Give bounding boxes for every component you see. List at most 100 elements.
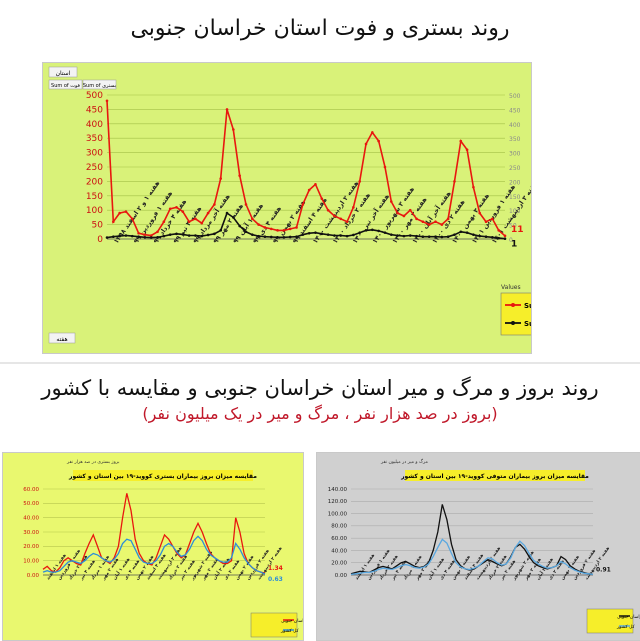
data-point [478, 234, 482, 238]
data-point [371, 131, 374, 134]
data-point [232, 216, 235, 219]
y2-tick-label: 200 [509, 179, 521, 186]
y-tick-label: 250 [86, 163, 103, 173]
data-point [358, 231, 361, 234]
data-point [251, 217, 254, 221]
data-point [225, 211, 229, 215]
data-point [206, 233, 210, 237]
y-tick-label: 60.00 [23, 487, 39, 493]
y-tick-label: 300 [86, 149, 103, 159]
y-tick-label: 20.00 [23, 544, 39, 550]
data-point [352, 233, 355, 237]
data-point [307, 188, 311, 192]
data-point [377, 139, 380, 143]
data-point [383, 165, 387, 169]
data-point [124, 234, 128, 237]
data-point [314, 231, 317, 234]
data-point [415, 234, 418, 238]
week-button [48, 332, 76, 344]
data-point [364, 229, 368, 232]
data-point [396, 211, 399, 215]
y2-tick-label: 500 [509, 93, 521, 100]
data-point [472, 233, 475, 236]
series-line-0 [106, 100, 506, 237]
section-divider [0, 362, 640, 364]
y2-tick-label: 150 [509, 194, 521, 201]
legend-box [250, 612, 298, 638]
data-point [130, 234, 134, 238]
data-point [427, 235, 431, 238]
chart-title: مقایسه میزان بروز بیماران بستری کووید-۱۹… [68, 473, 257, 480]
data-point [314, 182, 317, 186]
data-point [352, 206, 355, 209]
data-point [187, 234, 191, 237]
legend-label: خراسان جنوبی [617, 615, 640, 620]
y2-tick-label: 50 [509, 223, 517, 230]
y-tick-label: 500 [86, 91, 103, 101]
data-point [364, 142, 368, 146]
y-tick-label: 200 [86, 177, 103, 187]
data-point [149, 234, 153, 237]
data-point [168, 207, 172, 211]
data-point [484, 220, 488, 224]
end-label: 0.63 [268, 576, 283, 583]
field-button [48, 79, 83, 90]
data-point [446, 235, 450, 238]
data-point [434, 220, 437, 224]
data-point [232, 128, 235, 131]
data-point [288, 235, 292, 239]
y-tick-label: 40.00 [331, 548, 347, 554]
incidence-chart-svg: بروز بستری در صد هزار نفر مقایسه میزان بر… [23, 460, 303, 638]
data-point [112, 235, 115, 238]
end-label: 0.91 [596, 566, 611, 573]
data-point [459, 230, 463, 234]
filter-button [48, 66, 78, 78]
corner-label: مرگ و میر در میلیون نفر [380, 459, 429, 465]
data-point [118, 234, 121, 238]
y-tick-label: 10.00 [23, 559, 39, 565]
data-point [497, 229, 500, 232]
data-point [187, 220, 191, 224]
legend-box [586, 608, 634, 634]
data-point [465, 231, 469, 234]
data-point [421, 235, 425, 238]
data-point [453, 233, 456, 236]
data-point [162, 234, 166, 238]
data-point [491, 217, 494, 221]
hospitalization-death-chart: 0 0 50 50 100 100 150 150 200 200 250 250 300 300 350 3… [42, 62, 532, 354]
data-point [503, 234, 507, 238]
data-point [301, 233, 305, 236]
data-point [295, 235, 298, 238]
y-tick-label: 20.00 [331, 561, 347, 567]
data-point [269, 227, 273, 231]
data-point [143, 233, 147, 236]
y-tick-label: 100.00 [328, 511, 348, 517]
legend-label: Sum of فوت [524, 320, 531, 328]
y-tick-label: 60.00 [331, 536, 347, 542]
data-point [288, 227, 292, 231]
field-button [82, 79, 117, 90]
data-point [219, 229, 223, 232]
data-point [497, 236, 500, 240]
y-tick-label: 140.00 [328, 487, 348, 493]
data-point [194, 234, 197, 237]
data-point [326, 208, 330, 212]
data-point [371, 228, 374, 232]
data-point [257, 223, 260, 226]
data-point [453, 180, 456, 183]
data-point [263, 235, 267, 238]
data-point [200, 221, 204, 225]
data-point [472, 185, 475, 189]
y-tick-label: 0 [97, 235, 103, 245]
data-point [377, 229, 380, 233]
y-tick-label: 0.00 [27, 573, 40, 579]
data-point [402, 214, 406, 218]
data-point [295, 226, 298, 229]
data-point [143, 235, 147, 239]
data-point [459, 139, 463, 143]
main-chart-svg: 0 0 50 50 100 100 150 150 200 200 250 250 300 300 350 3… [48, 66, 531, 344]
data-point [339, 217, 343, 221]
series-line-1 [106, 211, 506, 240]
data-point [162, 220, 166, 224]
series-line-0 [350, 504, 594, 576]
